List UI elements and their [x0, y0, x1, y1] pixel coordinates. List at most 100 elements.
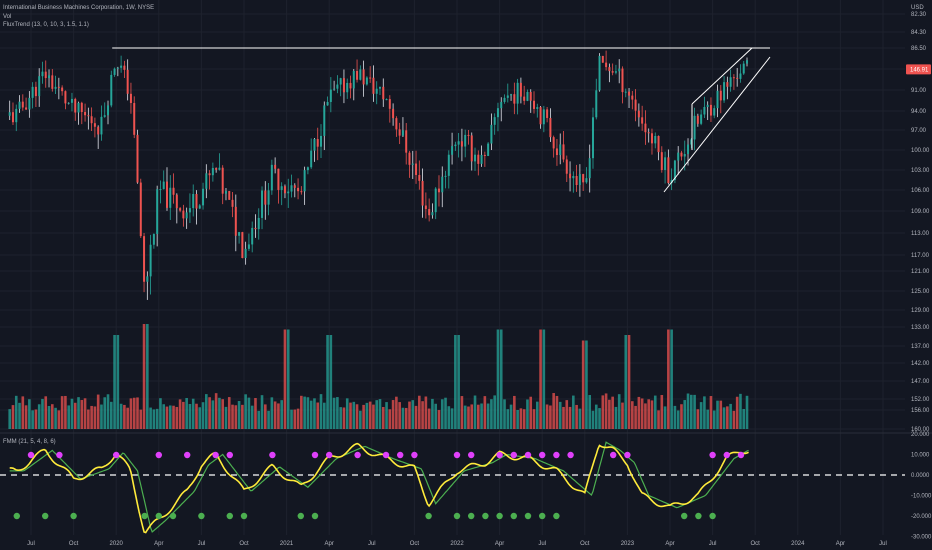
signal-dot-bottom	[240, 512, 248, 520]
candle-body	[293, 185, 296, 188]
candle-body	[264, 190, 267, 205]
volume-bar	[208, 397, 211, 429]
volume-bar	[90, 405, 93, 429]
volume-bar	[296, 408, 300, 429]
volume-bar	[427, 408, 431, 429]
volume-bar	[57, 410, 61, 429]
volume-bar	[198, 407, 202, 429]
legend-fmm[interactable]: FMM (21, 5, 4, 8, 6)	[3, 439, 56, 445]
candle-body	[585, 178, 588, 183]
time-tick-label: Oct	[410, 541, 420, 547]
signal-dot-bottom	[524, 512, 532, 520]
volume-bar	[529, 396, 533, 429]
candle-body	[110, 74, 113, 106]
price-axis[interactable]: USD 160.00 156.00 152.00 147.00 142.00 137.00 1…	[906, 5, 932, 541]
volume-bar	[352, 401, 356, 429]
volume-bar	[188, 403, 192, 429]
candle-body	[434, 188, 437, 213]
candle-body	[460, 141, 463, 147]
volume-bar	[80, 400, 84, 429]
candle-body	[713, 108, 716, 116]
volume-bar	[447, 406, 451, 429]
volume-bar	[87, 409, 90, 429]
price-tick-label: 106.00	[911, 188, 930, 194]
volume-bar	[67, 405, 70, 429]
legend-symbol-title[interactable]: International Business Machines Corporat…	[3, 5, 155, 11]
signal-dot-top	[311, 451, 319, 459]
candle-body	[87, 115, 90, 117]
volume-bar	[8, 409, 11, 429]
volume-bar	[552, 393, 555, 429]
volume-bar	[719, 400, 723, 429]
volume-bar	[604, 393, 608, 429]
candle-body	[198, 205, 201, 209]
volume-bar	[421, 401, 424, 429]
trend-drawings[interactable]	[112, 47, 771, 193]
volume-bar	[77, 397, 80, 429]
candle-body	[624, 91, 627, 93]
volume-bar	[93, 406, 97, 429]
signal-dot-top	[56, 451, 63, 459]
volume-bar	[493, 395, 496, 429]
candle-body	[690, 139, 693, 145]
candle-body	[575, 175, 578, 186]
candle-body	[703, 106, 706, 115]
volume-bar	[391, 400, 395, 429]
candle-body	[316, 139, 319, 147]
volume-bar	[44, 396, 48, 429]
volume-bar	[254, 398, 257, 429]
volume-bar	[365, 402, 369, 429]
price-tick-label: 125.00	[911, 289, 930, 295]
signal-dot-bottom	[169, 512, 177, 520]
time-axis[interactable]: Jul Oct 2020 Apr Jul Oct 2021 Apr Jul Oct 2022 Apr J…	[27, 541, 887, 547]
volume-bar	[211, 400, 215, 429]
candle-body	[677, 152, 680, 161]
legend-volume[interactable]: Vol	[3, 14, 12, 20]
candle-body	[224, 191, 227, 194]
volume-bar	[172, 405, 175, 429]
candle-body	[483, 154, 486, 156]
candle-body	[378, 86, 381, 89]
volume-bar	[608, 399, 611, 429]
signal-dot-top	[567, 451, 574, 459]
price-tick-label: 160.00	[911, 427, 930, 433]
signal-dot-top	[326, 451, 333, 459]
signal-dot-bottom	[482, 512, 489, 520]
volume-bar	[526, 399, 529, 429]
signal-dot-bottom	[198, 512, 205, 520]
volume-bar	[437, 410, 441, 429]
volume-bar	[214, 393, 218, 429]
volume-bar	[359, 410, 362, 429]
candle-body	[526, 91, 529, 101]
time-tick-label: Apr	[495, 541, 504, 547]
volume-bar	[634, 405, 637, 429]
candle-series	[8, 50, 749, 300]
signal-dot-top	[553, 451, 560, 459]
volume-bar	[132, 397, 136, 429]
candle-body	[470, 135, 473, 162]
candle-body	[38, 76, 41, 97]
signal-dot-top	[397, 451, 404, 459]
volume-bar	[31, 410, 34, 429]
candle-body	[169, 187, 172, 208]
volume-bar	[650, 400, 654, 429]
volume-bar	[434, 403, 437, 429]
volume-bar	[244, 394, 247, 429]
candle-body	[631, 95, 634, 100]
candle-body	[103, 115, 106, 117]
volume-bar	[329, 335, 333, 429]
candle-body	[582, 174, 585, 183]
candle-body	[601, 55, 604, 63]
volume-bar	[513, 395, 516, 429]
legend-fluxtrend[interactable]: FluxTrend (13, 0, 10, 3, 1.5, 1.1)	[3, 22, 89, 28]
volume-bar	[191, 398, 195, 429]
osc-tick-label: 0.0000	[911, 473, 930, 479]
volume-bar	[319, 394, 323, 429]
last-price-tag	[906, 64, 931, 75]
candle-body	[375, 88, 378, 94]
volume-bar	[113, 335, 116, 429]
time-tick-label: Jul	[879, 541, 887, 547]
candle-body	[202, 188, 205, 206]
signal-dot-top	[269, 451, 276, 459]
